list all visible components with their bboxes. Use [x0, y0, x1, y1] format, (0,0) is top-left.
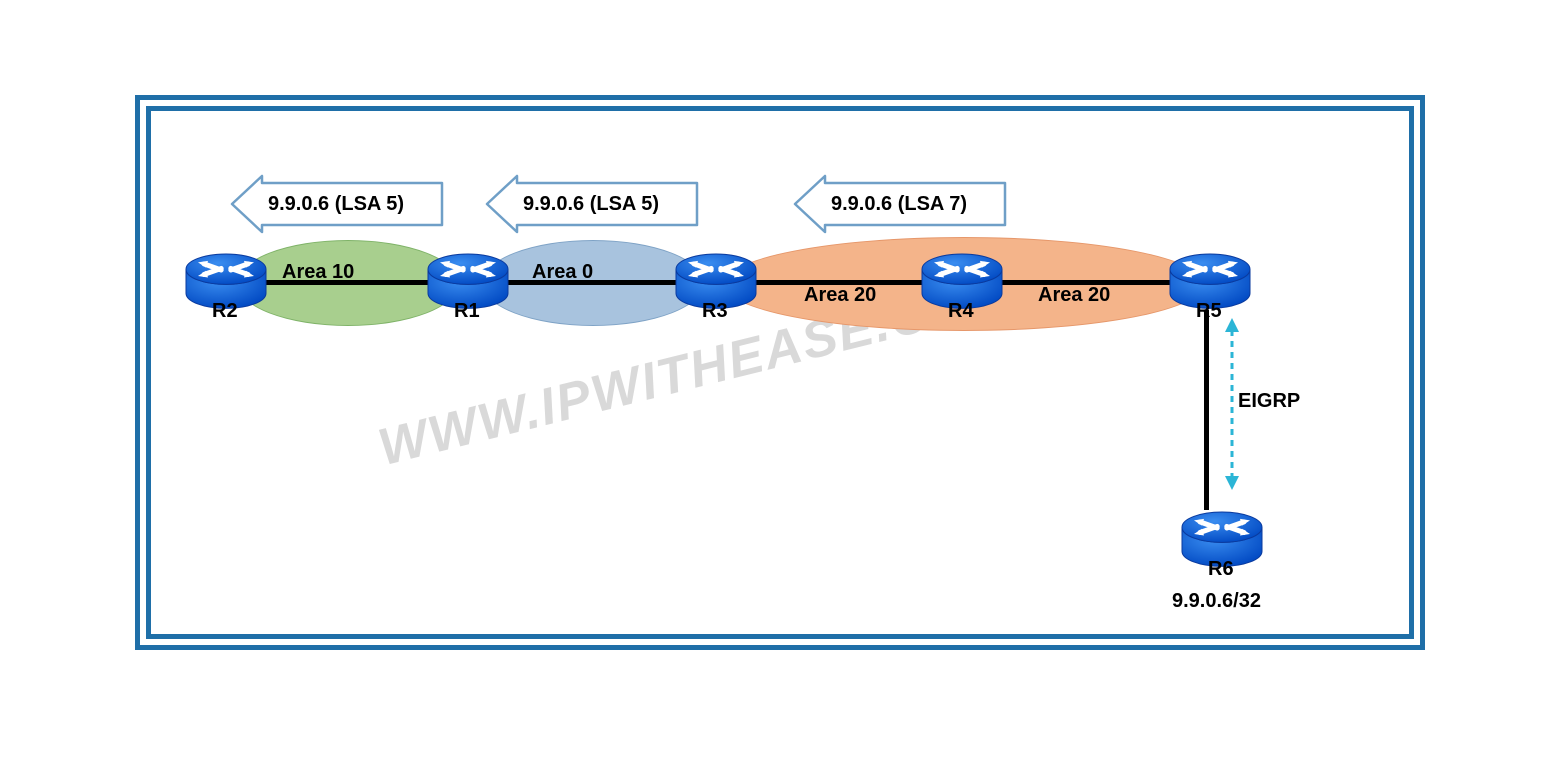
lsa-arrow-2-text: 9.9.0.6 (LSA 5)	[523, 193, 659, 216]
router-r5-label: R5	[1196, 300, 1222, 323]
link-r5-r6	[1204, 310, 1209, 510]
lsa-arrow-3-text: 9.9.0.6 (LSA 7)	[831, 193, 967, 216]
area-0-label: Area 0	[532, 261, 593, 284]
area-20-label-right: Area 20	[1038, 284, 1110, 307]
eigrp-label: EIGRP	[1238, 390, 1300, 413]
area-20-label-left: Area 20	[804, 284, 876, 307]
router-r6-label: R6	[1208, 558, 1234, 581]
router-r3-label: R3	[702, 300, 728, 323]
lsa-arrow-1-text: 9.9.0.6 (LSA 5)	[268, 193, 404, 216]
router-r1-label: R1	[454, 300, 480, 323]
diagram-canvas: WWW.IPWITHEASE.COM Area 10 Area 0 Area 2…	[0, 0, 1542, 780]
area-10-label: Area 10	[282, 261, 354, 284]
r6-subnet-label: 9.9.0.6/32	[1172, 590, 1261, 613]
router-r4-label: R4	[948, 300, 974, 323]
router-r2-label: R2	[212, 300, 238, 323]
